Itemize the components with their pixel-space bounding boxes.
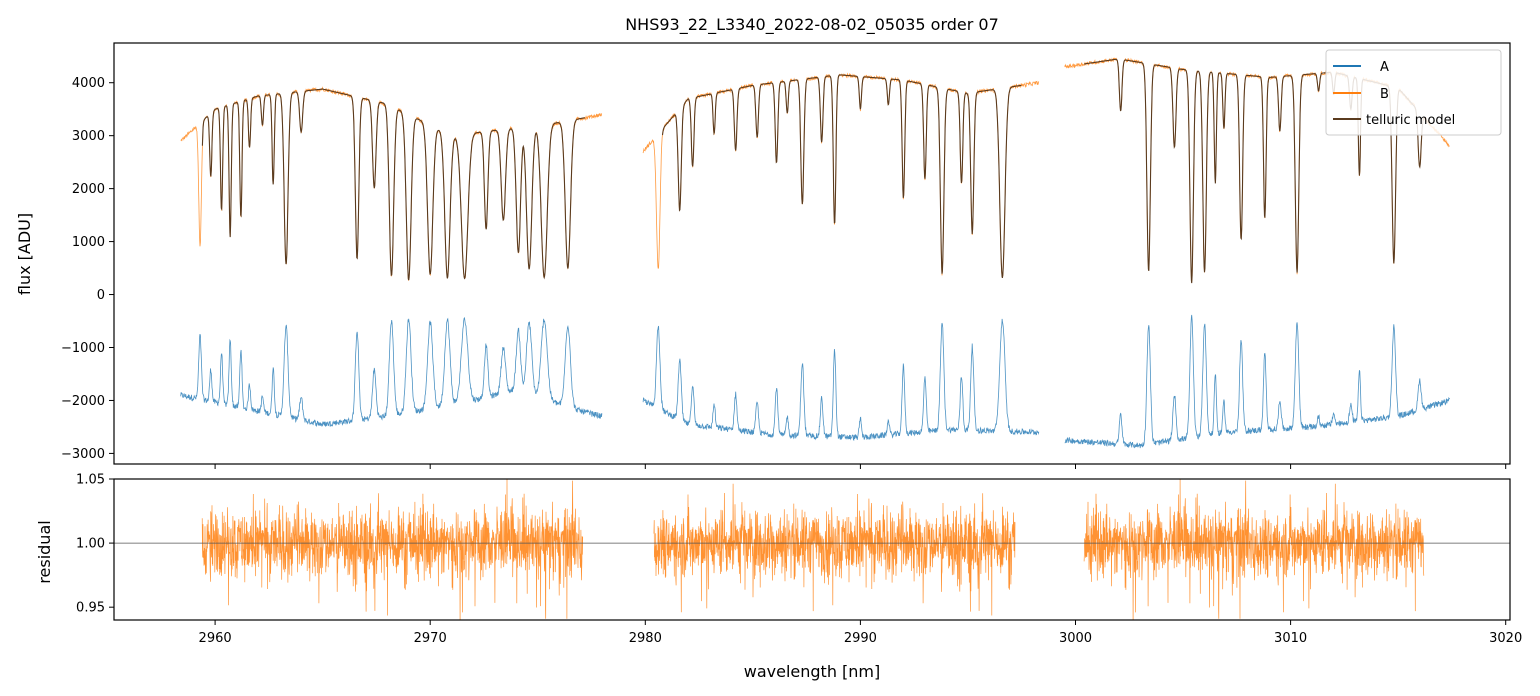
flux-y-tick-label: 3000	[72, 129, 105, 144]
residual-line-segment-1	[201, 479, 584, 620]
x-tick-label: 2990	[844, 631, 877, 646]
flux-y-tick-label: 4000	[72, 76, 105, 91]
x-tick-label: 2980	[629, 631, 662, 646]
flux-y-tick-label: 2000	[72, 182, 105, 197]
residual-line-segment-3	[1083, 479, 1425, 620]
flux-y-tick-label: −3000	[61, 447, 105, 462]
flux-y-tick-label: 1000	[72, 235, 105, 250]
flux-y-tick-label: −2000	[61, 394, 105, 409]
series-a-line-segment-2	[642, 318, 1040, 441]
residual-plot-area	[114, 479, 1510, 620]
x-tick-label: 2970	[414, 631, 447, 646]
series-b-line-segment-2	[642, 72, 1040, 277]
residual-y-tick-label: 1.05	[76, 473, 105, 488]
residual-y-ticks: 0.95 1.00 1.05	[76, 473, 114, 616]
x-tick-label: 3020	[1489, 631, 1522, 646]
legend-frame	[1325, 49, 1502, 136]
flux-y-tick-label: 0	[97, 288, 105, 303]
flux-axes-frame	[113, 42, 1511, 465]
residual-panel: 0.95 1.00 1.05 2960 2970 2980 2990 3000 3010 302…	[35, 473, 1522, 682]
residual-y-tick-label: 1.00	[76, 537, 105, 552]
flux-y-ticks: −3000 −2000 −1000 0 1000 2000 3000 4000	[61, 76, 114, 462]
residual-y-axis-label: residual	[35, 520, 54, 583]
chart-title: NHS93_22_L3340_2022-08-02_05035 order 07	[625, 15, 999, 35]
flux-y-tick-label: −1000	[61, 341, 105, 356]
series-a-line-segment-1	[180, 317, 603, 428]
series-b-line-segment-1	[180, 86, 602, 282]
legend: A B telluric model	[1325, 49, 1502, 136]
x-tick-label: 2960	[199, 631, 232, 646]
residual-x-ticks: 2960 2970 2980 2990 3000 3010 3020	[199, 620, 1522, 646]
residual-axes-frame	[113, 478, 1511, 621]
residual-y-tick-label: 0.95	[76, 601, 105, 616]
x-tick-label: 3000	[1059, 631, 1092, 646]
x-tick-label: 3010	[1274, 631, 1307, 646]
x-axis-label: wavelength [nm]	[744, 662, 881, 681]
telluric-model-line-segment-1	[201, 88, 586, 281]
flux-panel: −3000 −2000 −1000 0 1000 2000 3000 4000 flux [A…	[15, 42, 1511, 469]
legend-label-telluric-model: telluric model	[1366, 113, 1455, 128]
flux-x-ticks	[214, 464, 1507, 469]
telluric-model-line-segment-2	[661, 74, 1022, 279]
legend-label-a: A	[1380, 60, 1389, 75]
residual-line-segment-2	[653, 483, 1016, 616]
legend-label-b: B	[1380, 87, 1389, 102]
flux-y-axis-label: flux [ADU]	[15, 213, 34, 295]
series-a-line-segment-3	[1064, 314, 1450, 449]
flux-plot-area	[180, 57, 1450, 449]
